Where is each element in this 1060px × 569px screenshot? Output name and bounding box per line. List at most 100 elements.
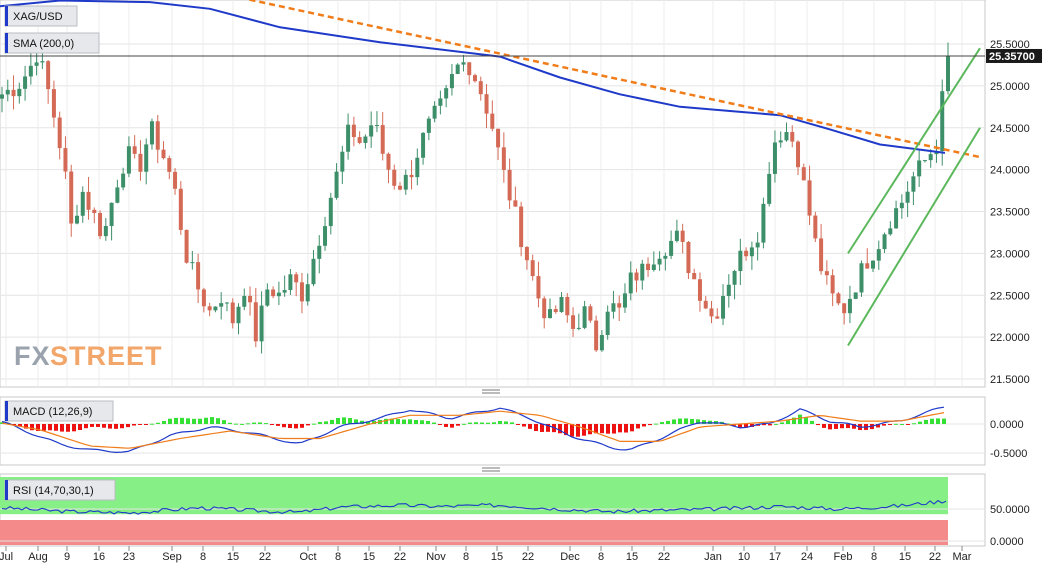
candle xyxy=(922,159,927,163)
candle xyxy=(415,148,420,186)
macd-histogram-bar xyxy=(294,424,298,429)
channel-upper-line xyxy=(847,47,981,254)
time-tick-label: 9 xyxy=(64,551,70,563)
macd-histogram-bar xyxy=(924,419,928,424)
time-tick-label: 8 xyxy=(598,551,604,563)
macd-histogram-bar xyxy=(768,424,772,426)
macd-histogram-bar xyxy=(540,424,544,432)
macd-histogram-bar xyxy=(912,423,916,425)
macd-histogram-bar xyxy=(654,423,658,425)
symbol-label: XAG/USD xyxy=(4,5,78,27)
macd-histogram-bar xyxy=(690,418,694,424)
macd-histogram-bar xyxy=(564,424,568,436)
panel-splitter-1[interactable] xyxy=(482,389,500,394)
candle xyxy=(138,140,143,181)
macd-histogram-bar xyxy=(336,418,340,424)
macd-histogram-bar xyxy=(816,424,820,426)
rsi-label-text: RSI (14,70,30,1) xyxy=(13,485,94,497)
candle xyxy=(547,298,552,319)
macd-histogram-bar xyxy=(228,422,232,424)
candle xyxy=(317,235,322,274)
candle xyxy=(149,118,154,150)
macd-histogram-bar xyxy=(246,423,250,425)
macd-histogram-bar xyxy=(114,424,118,429)
macd-histogram-bar xyxy=(504,421,508,424)
price-tick-label: 24.0000 xyxy=(990,165,1030,177)
macd-histogram-bar xyxy=(360,420,364,424)
time-tick-label: 22 xyxy=(522,551,534,563)
time-tick-label: 8 xyxy=(871,551,877,563)
candle xyxy=(86,176,91,220)
macd-histogram-bar xyxy=(510,422,514,424)
sma-label: SMA (200,0) xyxy=(4,32,100,54)
macd-histogram-bar xyxy=(498,420,502,424)
macd-histogram-bar xyxy=(750,424,754,427)
macd-histogram-bar xyxy=(36,424,40,431)
macd-histogram-bar xyxy=(648,424,652,426)
candle xyxy=(842,303,847,325)
macd-histogram-bar xyxy=(384,418,388,424)
candle xyxy=(859,260,864,297)
candle xyxy=(357,131,362,145)
macd-histogram-bar xyxy=(354,419,358,424)
time-tick-label: Jul xyxy=(0,551,13,563)
macd-histogram-bar xyxy=(492,422,496,424)
candle xyxy=(669,230,674,259)
macd-histogram-bar xyxy=(156,422,160,424)
candle xyxy=(692,268,697,280)
candle xyxy=(346,113,351,160)
macd-histogram-bar xyxy=(840,424,844,429)
macd-histogram-bar xyxy=(132,424,136,426)
candle xyxy=(536,261,541,308)
macd-histogram-bar xyxy=(258,422,262,424)
candle xyxy=(403,169,408,195)
macd-histogram-bar xyxy=(804,417,808,424)
candle xyxy=(721,284,726,326)
time-tick-label: 22 xyxy=(929,551,941,563)
candle xyxy=(709,300,714,324)
candle xyxy=(461,54,466,72)
time-tick-label: 22 xyxy=(658,551,670,563)
macd-histogram-bar xyxy=(288,424,292,429)
candle xyxy=(46,60,51,104)
candle xyxy=(253,287,258,348)
macd-histogram-bar xyxy=(372,420,376,424)
candle xyxy=(594,315,599,352)
candle xyxy=(819,224,824,275)
macd-histogram-bar xyxy=(408,419,412,424)
macd-histogram-bar xyxy=(918,421,922,424)
macd-histogram-bar xyxy=(930,418,934,424)
candle xyxy=(380,112,385,161)
price-tick-label: 23.5000 xyxy=(990,207,1030,219)
macd-histogram-bar xyxy=(348,418,352,424)
candle xyxy=(132,135,137,159)
time-tick-label: Dec xyxy=(560,551,580,563)
macd-histogram-bar xyxy=(300,424,304,428)
rsi-label: RSI (14,70,30,1) xyxy=(4,479,116,501)
panel-splitter-2[interactable] xyxy=(482,467,500,472)
macd-histogram-bar xyxy=(774,423,778,425)
candle xyxy=(646,257,651,277)
macd-histogram-bar xyxy=(474,422,478,424)
macd-histogram-bar xyxy=(96,424,100,427)
time-tick-label: 16 xyxy=(93,551,105,563)
macd-histogram-bar xyxy=(486,422,490,424)
macd-histogram-bar xyxy=(738,424,742,428)
time-tick-label: 23 xyxy=(123,551,135,563)
candle xyxy=(69,164,74,237)
macd-histogram-bar xyxy=(42,424,46,431)
macd-histogram-bar xyxy=(390,418,394,424)
macd-histogram-bar xyxy=(12,424,16,425)
candle xyxy=(513,186,518,207)
macd-tick-label: -0.5000 xyxy=(990,448,1027,460)
macd-histogram-bar xyxy=(576,424,580,437)
macd-histogram-bar xyxy=(558,424,562,434)
macd-histogram-bar xyxy=(72,424,76,432)
trend-line xyxy=(245,0,981,159)
candle xyxy=(542,296,547,329)
macd-histogram-bar xyxy=(54,424,58,431)
macd-histogram-bar xyxy=(432,422,436,424)
candle xyxy=(813,211,818,243)
candle xyxy=(796,140,801,176)
candle xyxy=(761,197,766,249)
